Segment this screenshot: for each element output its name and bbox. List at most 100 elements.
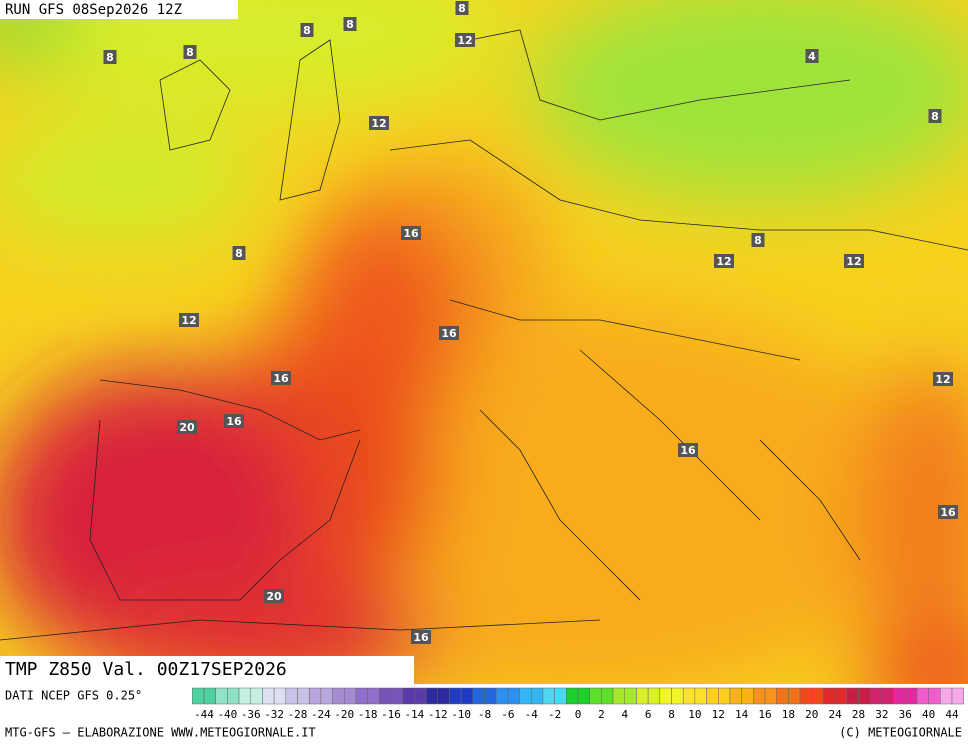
colorbar-swatch <box>577 687 590 705</box>
colorbar-swatch <box>905 687 918 705</box>
colorbar-swatch <box>659 687 672 705</box>
contour-label: 8 <box>754 234 762 247</box>
contour-label-box <box>805 49 819 63</box>
title-box <box>0 656 414 684</box>
contour-label-box <box>369 116 389 130</box>
colorbar-source: DATI NCEP GFS 0.25° <box>5 689 142 703</box>
colorbar-swatch <box>811 687 824 705</box>
colorbar: -44 -40 -36 -32 -28 -24 -20 -18 -16 -14 -12 -10 -8 -6… <box>192 687 964 721</box>
contour-label: 20 <box>266 590 282 603</box>
colorbar-swatch <box>344 687 357 705</box>
contour-label: 12 <box>371 117 386 130</box>
contour-label-box <box>343 17 357 31</box>
contour-label: 16 <box>413 631 429 644</box>
colorbar-swatch <box>764 687 777 705</box>
contour-label: 8 <box>346 18 354 31</box>
colorbar-tick-label: 4 <box>621 708 628 721</box>
colorbar-swatch <box>355 687 368 705</box>
contour-label: 12 <box>846 255 861 268</box>
contour-label-box <box>928 109 942 123</box>
colorbar-tick-label: 12 <box>712 708 725 721</box>
colorbar-swatch <box>823 687 836 705</box>
contour-label: 20 <box>179 421 195 434</box>
colorbar-swatch <box>706 687 719 705</box>
colorbar-tick-label: 2 <box>598 708 605 721</box>
contour-label: 8 <box>235 247 243 260</box>
colorbar-swatch <box>367 687 380 705</box>
colorbar-swatch <box>285 687 298 705</box>
contour-label-box <box>271 371 291 385</box>
contour-label-box <box>678 443 698 457</box>
colorbar-tick-label: 16 <box>758 708 771 721</box>
colorbar-swatch <box>869 687 883 705</box>
colorbar-swatch <box>741 687 754 705</box>
contour-label: 16 <box>226 415 242 428</box>
colorbar-swatch <box>250 687 263 705</box>
contour-label-box <box>439 326 459 340</box>
contour-label-box <box>103 50 117 64</box>
colorbar-tick-label: 40 <box>922 708 935 721</box>
colorbar-swatch <box>846 687 859 705</box>
colorbar-tick-label: -6 <box>501 708 514 721</box>
colorbar-swatch <box>788 687 801 705</box>
colorbar-tick-label: 28 <box>852 708 865 721</box>
colorbar-swatch <box>776 687 789 705</box>
colorbar-swatch <box>542 687 555 705</box>
colorbar-swatch <box>320 687 333 705</box>
colorbar-swatch <box>671 687 684 705</box>
contour-label: 8 <box>931 110 939 123</box>
contour-label: 16 <box>940 506 956 519</box>
contour-label-box <box>411 630 431 644</box>
colorbar-swatch <box>647 687 661 705</box>
contour-label-box <box>183 45 197 59</box>
colorbar-swatch <box>203 687 216 705</box>
contour-label-box <box>751 233 765 247</box>
contour-label: 8 <box>106 51 114 64</box>
colorbar-tick-label: -28 <box>288 708 308 721</box>
contour-label-box <box>232 246 246 260</box>
colorbar-swatch <box>402 687 415 705</box>
colorbar-swatch <box>379 687 392 705</box>
colorbar-tick-label: -2 <box>548 708 561 721</box>
colorbar-swatch <box>858 687 871 705</box>
contour-label-box <box>455 1 469 15</box>
colorbar-tick-label: 32 <box>875 708 888 721</box>
colorbar-swatch <box>238 687 251 705</box>
contour-label-box <box>455 33 475 47</box>
colorbar-tick-label: 6 <box>645 708 652 721</box>
contour-label: 8 <box>186 46 194 59</box>
footer-copyright: (C) METEOGIORNALE <box>839 726 962 740</box>
contour-label: 12 <box>181 314 196 327</box>
contour-label-box <box>264 589 284 603</box>
colorbar-swatch <box>437 687 450 705</box>
colorbar-tick-label: 18 <box>782 708 795 721</box>
contour-label: 4 <box>808 50 816 63</box>
colorbar-swatch <box>601 687 614 705</box>
contour-label-box <box>938 505 958 519</box>
contour-label-box <box>714 254 734 268</box>
colorbar-tick-label: -14 <box>404 708 424 721</box>
contour-label: 16 <box>441 327 457 340</box>
temperature-field <box>0 0 968 684</box>
colorbar-swatch <box>624 687 637 705</box>
colorbar-swatch <box>495 687 509 705</box>
colorbar-tick-label: 10 <box>688 708 701 721</box>
colorbar-swatch <box>694 687 707 705</box>
colorbar-swatch <box>916 687 929 705</box>
colorbar-tick-label: 0 <box>575 708 582 721</box>
contour-label: 16 <box>403 227 419 240</box>
colorbar-tick-label: 8 <box>668 708 675 721</box>
run-label: RUN GFS 08Sep2026 12Z <box>5 2 182 18</box>
colorbar-swatch <box>425 687 438 705</box>
contour-label-box <box>179 313 199 327</box>
colorbar-swatch <box>636 687 649 705</box>
run-box <box>0 0 238 19</box>
colorbar-tick-label: 36 <box>899 708 912 721</box>
colorbar-tick-label: -32 <box>264 708 284 721</box>
colorbar-swatch <box>519 687 532 705</box>
colorbar-swatch <box>192 687 205 705</box>
colorbar-swatch <box>940 687 953 705</box>
colorbar-swatch <box>531 687 544 705</box>
colorbar-swatch <box>308 687 322 705</box>
